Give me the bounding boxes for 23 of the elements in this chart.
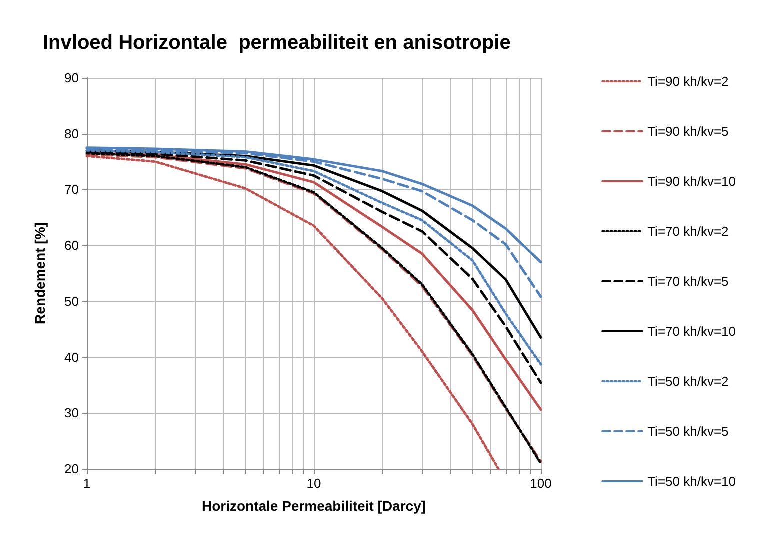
y-tick-label: 60 — [64, 238, 79, 254]
legend-label: Ti=50 kh/kv=2 — [648, 374, 729, 389]
legend-label: Ti=70 kh/kv=10 — [648, 324, 736, 339]
legend-label: Ti=50 kh/kv=5 — [648, 424, 729, 439]
y-tick-label: 40 — [64, 350, 79, 365]
y-tick-label: 90 — [64, 70, 79, 86]
y-axis-title: Rendement [%] — [32, 222, 48, 324]
legend-label: Ti=70 kh/kv=2 — [648, 224, 729, 239]
legend-label: Ti=90 kh/kv=10 — [648, 174, 736, 189]
legend-label: Ti=90 kh/kv=5 — [648, 124, 729, 139]
legend-label: Ti=90 kh/kv=2 — [648, 74, 729, 89]
y-tick-label: 50 — [64, 294, 79, 309]
x-axis-title: Horizontale Permeabiliteit [Darcy] — [202, 498, 426, 514]
y-tick-label: 80 — [64, 126, 79, 142]
y-tick-label: 20 — [64, 462, 79, 476]
legend-label: Ti=50 kh/kv=10 — [648, 474, 736, 489]
legend-label: Ti=70 kh/kv=5 — [648, 274, 729, 289]
x-tick-label: 100 — [530, 476, 552, 491]
chart-title: Invloed Horizontale permeabiliteit en anisotropie — [43, 32, 511, 54]
x-tick-label: 10 — [306, 476, 322, 491]
y-tick-label: 70 — [64, 182, 79, 198]
y-tick-label: 30 — [64, 406, 79, 421]
x-tick-label: 1 — [83, 476, 91, 491]
